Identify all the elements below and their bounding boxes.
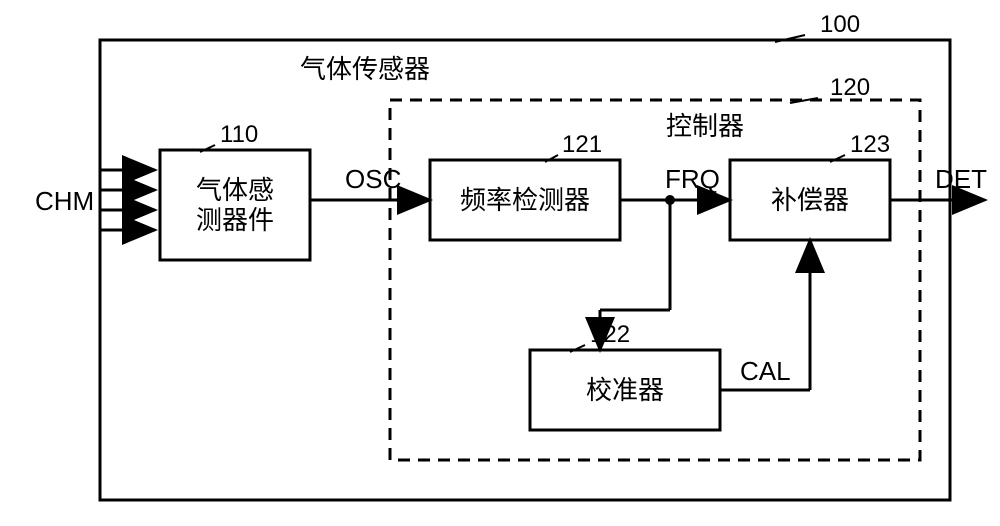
outer-box xyxy=(100,40,950,500)
ref-123: 123 xyxy=(850,131,890,158)
freq-detector-label: 频率检测器 xyxy=(460,185,590,215)
calibrator-label: 校准器 xyxy=(586,375,664,405)
ref-122: 122 xyxy=(590,321,630,348)
ref-121: 121 xyxy=(562,131,602,158)
block-diagram: 气体传感器 100 控制器 120 气体感测器件 110 频率检测器 121 补偿器123 校准器… xyxy=(0,0,1000,526)
signal-cal: CAL xyxy=(740,356,791,386)
signal-frq: FRQ xyxy=(665,164,720,194)
outer-box-title: 气体传感器 xyxy=(300,54,430,84)
ref-120: 120 xyxy=(830,74,870,101)
signal-det: DET xyxy=(935,164,987,194)
controller-title: 控制器 xyxy=(666,111,744,141)
sensor-label-1: 气体感 xyxy=(196,175,274,205)
sensor-label-2: 测器件 xyxy=(196,205,274,235)
ref-100: 100 xyxy=(820,11,860,38)
controller-box xyxy=(390,100,920,460)
compensator-label: 补偿器 xyxy=(771,185,849,215)
signal-osc: OSC xyxy=(345,164,401,194)
ref-110: 110 xyxy=(220,121,258,148)
signal-chm: CHM xyxy=(35,186,94,216)
